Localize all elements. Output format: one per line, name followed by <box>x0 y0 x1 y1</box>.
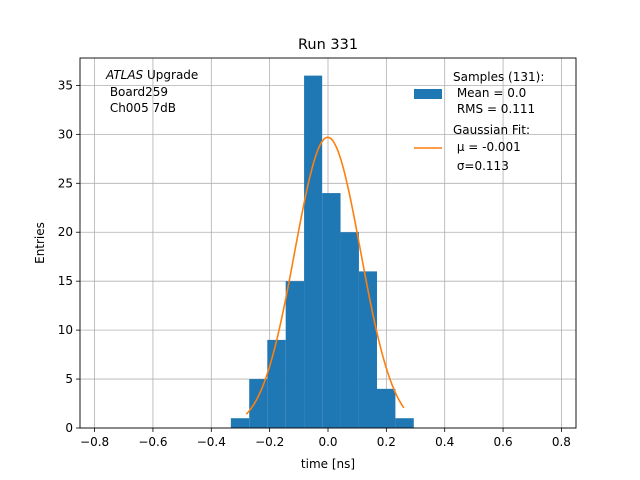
x-tick-label: −0.4 <box>197 435 226 449</box>
y-axis-ticks: 0 5 10 15 20 25 30 35 <box>58 78 80 435</box>
y-tick-label: 0 <box>65 421 73 435</box>
legend-samples-swatch <box>414 89 442 99</box>
chart-title: Run 331 <box>298 37 358 53</box>
atlas-annotation: ATLAS Upgrade Board259 Ch005 7dB <box>105 68 198 115</box>
y-tick-label: 5 <box>65 372 73 386</box>
y-tick-label: 20 <box>58 225 73 239</box>
y-tick-label: 15 <box>58 274 73 288</box>
y-tick-label: 10 <box>58 323 73 337</box>
y-tick-label: 30 <box>58 127 73 141</box>
legend-fit-mu: μ = -0.001 <box>453 140 521 154</box>
annotation-line-2: Board259 <box>106 85 168 99</box>
histogram-bar <box>340 232 359 428</box>
annotation-line-3: Ch005 7dB <box>106 101 176 115</box>
histogram-bar <box>395 418 414 428</box>
legend: Samples (131): Mean = 0.0 RMS = 0.111 Ga… <box>414 70 544 173</box>
histogram-bar <box>230 418 250 428</box>
histogram-bar <box>358 271 378 428</box>
x-tick-label: 0.6 <box>494 435 513 449</box>
gaussian-fit-curve <box>245 136 405 415</box>
x-axis-ticks: −0.8 −0.6 −0.4 −0.2 0.0 0.2 0.4 0.6 0.8 <box>80 428 571 449</box>
y-tick-label: 35 <box>58 78 73 92</box>
x-tick-label: 0.4 <box>435 435 454 449</box>
legend-fit-label: Gaussian Fit: <box>453 123 530 137</box>
y-tick-label: 25 <box>58 176 73 190</box>
x-tick-label: 0.8 <box>552 435 571 449</box>
legend-samples-rms: RMS = 0.111 <box>453 102 535 116</box>
histogram-bar <box>304 75 323 428</box>
annotation-atlas: ATLAS <box>105 68 144 82</box>
x-tick-label: 0.0 <box>318 435 337 449</box>
x-tick-label: −0.6 <box>138 435 167 449</box>
x-tick-label: 0.2 <box>377 435 396 449</box>
annotation-line-1: ATLAS Upgrade <box>105 68 198 82</box>
x-tick-label: −0.2 <box>255 435 284 449</box>
histogram-bar <box>377 388 396 428</box>
histogram-bar <box>249 379 268 428</box>
annotation-upgrade: Upgrade <box>143 68 198 82</box>
x-tick-label: −0.8 <box>80 435 109 449</box>
legend-samples-label: Samples (131): <box>453 70 544 84</box>
histogram-bar <box>322 193 341 428</box>
y-axis-label: Entries <box>33 222 47 264</box>
histogram-bars <box>230 75 414 428</box>
histogram-bar <box>267 339 286 428</box>
legend-samples-mean: Mean = 0.0 <box>453 86 526 100</box>
histogram-bar <box>285 281 305 428</box>
x-axis-label: time [ns] <box>301 457 355 471</box>
legend-fit-sigma: σ=0.113 <box>453 159 509 173</box>
